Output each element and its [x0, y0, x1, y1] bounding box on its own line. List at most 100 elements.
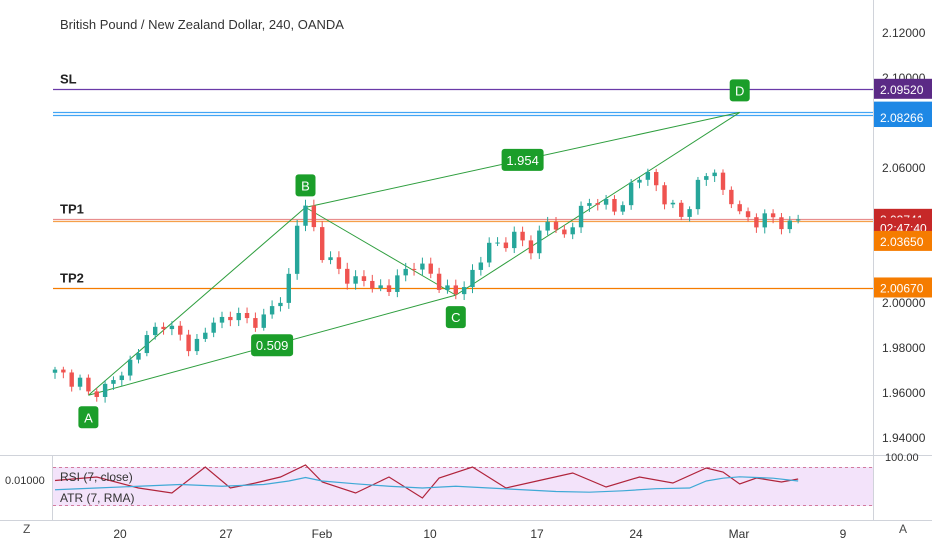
candle-body — [328, 257, 333, 261]
candle-body — [620, 205, 625, 212]
candle-body — [795, 219, 801, 221]
candle-body — [520, 231, 525, 241]
candle-body — [662, 185, 667, 205]
candle-body — [595, 203, 600, 205]
candle-body — [236, 312, 241, 321]
atr-line — [54, 476, 799, 493]
candle-body — [770, 213, 776, 218]
candle-body — [545, 221, 550, 231]
candle-body — [570, 227, 575, 235]
candle-body — [679, 202, 684, 217]
candle-body — [395, 275, 400, 292]
candle-body — [512, 231, 517, 249]
candle-body — [211, 322, 216, 333]
candle-body — [562, 229, 567, 235]
indicator-lines — [54, 464, 799, 499]
candle-body — [403, 268, 408, 276]
candle-body — [219, 316, 225, 323]
candle-body — [345, 268, 350, 284]
level-label: TP2 — [60, 271, 84, 286]
point-label-b-text: B — [301, 178, 310, 193]
candle-body — [787, 220, 792, 230]
point-label-c-text: C — [451, 310, 460, 325]
point-label-d-text: D — [735, 83, 744, 98]
point-label-c: C — [445, 306, 466, 329]
level-label: TP1 — [60, 202, 84, 217]
candle-body — [712, 172, 717, 177]
candle-body — [612, 198, 617, 212]
leg-ab — [88, 206, 306, 396]
candle-body — [687, 209, 692, 217]
candle-body — [102, 383, 108, 397]
candle-body — [69, 372, 74, 387]
time-tick-label: 24 — [629, 527, 643, 541]
candle-body — [261, 314, 266, 328]
candle-body — [370, 280, 375, 289]
indicator-left-axis-label: 0.01000 — [5, 475, 45, 487]
rsi-line — [54, 464, 799, 499]
candle-body — [286, 273, 291, 303]
price-tick-label: 1.98000 — [882, 341, 926, 355]
price-badge-box — [874, 230, 932, 251]
price-badge-text: 2.03650 — [880, 235, 924, 249]
candle-body — [762, 213, 767, 228]
price-badge-text: 2.08266 — [880, 111, 924, 125]
candle-body — [487, 242, 492, 263]
candle-body — [320, 227, 325, 261]
price-badge: 2.03650 — [874, 230, 932, 251]
price-tick-label: 2.06000 — [882, 161, 926, 175]
point-label-a-box — [78, 406, 99, 429]
candle-body — [720, 172, 726, 190]
candle-body — [704, 176, 709, 180]
candle-body — [453, 285, 458, 295]
timezone-button[interactable]: Z — [23, 522, 31, 536]
candle-body — [294, 225, 300, 274]
level-lines: SL TP1 TP2 — [53, 72, 873, 290]
candle-body — [336, 257, 342, 269]
indicator-right-axis-label: 100.00 — [885, 452, 919, 464]
candle-body — [695, 179, 701, 210]
candle-body — [153, 326, 158, 336]
candle-body — [470, 269, 475, 288]
candle-body — [111, 380, 116, 384]
candle-body — [654, 172, 659, 186]
candle-body — [411, 268, 417, 270]
time-tick-label: Feb — [312, 527, 333, 541]
auto-scale-button[interactable]: A — [899, 522, 908, 536]
candle-body — [729, 189, 734, 205]
time-axis: 20 27 Feb 10 17 24 Mar 9 — [113, 527, 846, 541]
point-label-b-box — [295, 174, 316, 197]
candle-body — [578, 205, 584, 228]
point-label-a-text: A — [84, 410, 93, 425]
price-badge-box — [874, 277, 932, 298]
candle-body — [303, 205, 308, 226]
candle-body — [77, 377, 83, 387]
candle-body — [537, 230, 542, 254]
candle-body — [628, 182, 634, 206]
time-tick-label: 17 — [530, 527, 544, 541]
time-tick-label: Mar — [729, 527, 750, 541]
candle-body — [645, 172, 651, 180]
candle-body — [503, 242, 509, 249]
price-badges: 2.095202.085062.082662.0374102:47:402.03… — [874, 78, 932, 298]
candle-body — [127, 359, 133, 376]
candle-body — [203, 332, 208, 339]
point-label-d-box — [729, 79, 750, 102]
candle-body — [244, 312, 250, 319]
candle-body — [86, 377, 91, 392]
price-tick-label: 1.94000 — [882, 431, 926, 445]
candle-body — [587, 203, 592, 206]
candle-body — [178, 325, 183, 335]
candle-body — [269, 306, 275, 315]
ratio-label-bd: 1.954 — [501, 148, 544, 171]
candle-body — [670, 202, 676, 205]
price-badge: 2.00670 — [874, 277, 932, 298]
candle-body — [161, 326, 166, 330]
candle-body — [278, 302, 283, 307]
candle-body — [637, 179, 642, 183]
price-badge-text: 2.00670 — [880, 281, 924, 295]
candle-body — [119, 375, 124, 381]
ratio-label-ac-box — [251, 334, 294, 357]
rsi-legend: RSI (7, close) — [60, 470, 133, 484]
